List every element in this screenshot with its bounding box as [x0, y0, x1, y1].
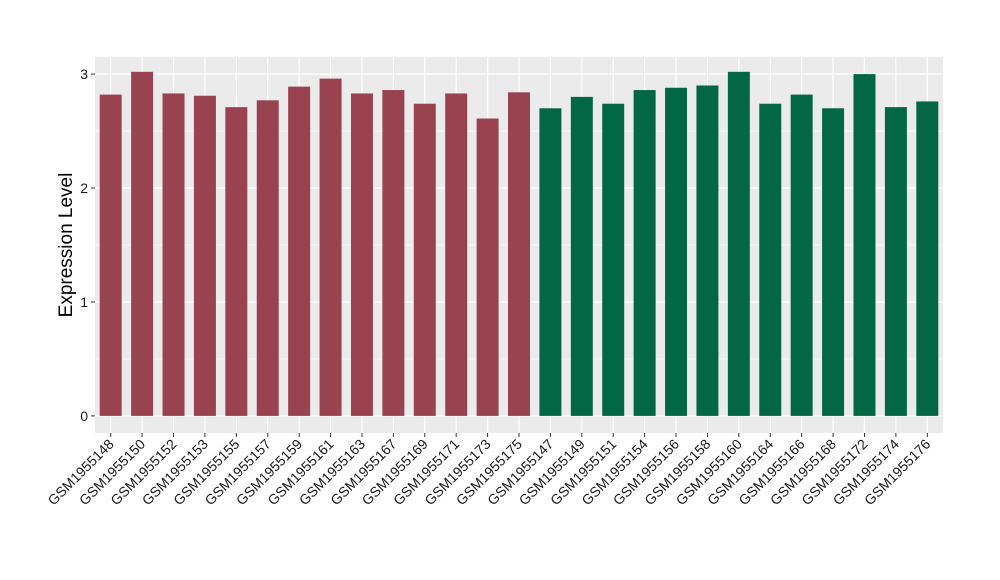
- y-tick-label: 0: [80, 408, 88, 424]
- bar-GSM1955164: [759, 103, 782, 416]
- y-tick-label: 3: [80, 66, 88, 82]
- bar-GSM1955147: [539, 108, 562, 416]
- bar-GSM1955158: [696, 85, 719, 416]
- bar-GSM1955159: [288, 86, 311, 416]
- bar-GSM1955153: [193, 95, 216, 416]
- bar-GSM1955157: [256, 100, 279, 416]
- bar-GSM1955156: [665, 87, 688, 416]
- bar-GSM1955174: [884, 107, 907, 416]
- bar-GSM1955172: [853, 74, 876, 416]
- bar-GSM1955173: [476, 118, 499, 416]
- bar-GSM1955175: [508, 92, 530, 416]
- bar-GSM1955150: [131, 71, 154, 416]
- bar-GSM1955167: [382, 90, 405, 416]
- bar-GSM1955148: [99, 94, 122, 416]
- bar-GSM1955166: [790, 94, 813, 416]
- bar-GSM1955161: [319, 78, 342, 416]
- bar-GSM1955160: [727, 71, 750, 416]
- bar-GSM1955152: [162, 93, 185, 416]
- y-axis-title: Expression Level: [56, 173, 77, 318]
- bars: [99, 71, 939, 416]
- y-tick-label: 1: [80, 294, 88, 310]
- bar-GSM1955163: [350, 93, 373, 416]
- bar-GSM1955149: [570, 96, 593, 416]
- bar-GSM1955168: [822, 108, 845, 416]
- bar-GSM1955169: [413, 103, 436, 416]
- bar-GSM1955154: [633, 90, 656, 416]
- y-tick-label: 2: [80, 180, 88, 196]
- bar-GSM1955176: [916, 101, 939, 416]
- bar-GSM1955171: [445, 93, 468, 416]
- bar-GSM1955151: [602, 103, 625, 416]
- bar-GSM1955155: [225, 107, 248, 416]
